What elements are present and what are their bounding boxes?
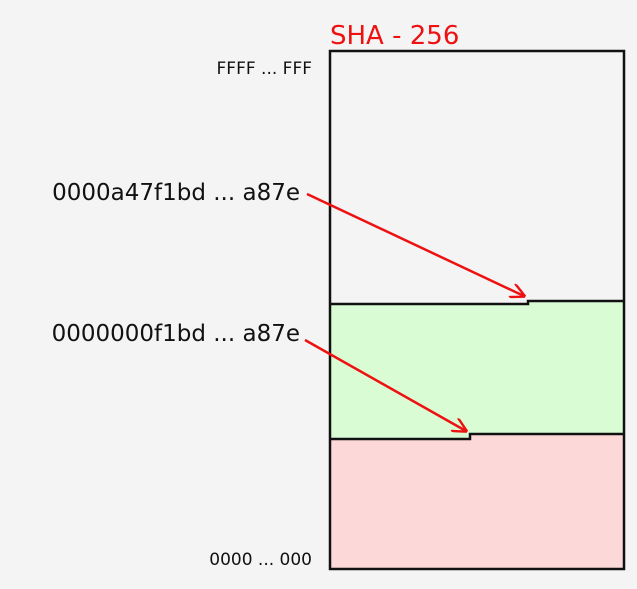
- hash-space-box: [328, 49, 626, 571]
- red-region: [330, 434, 624, 569]
- threshold-line-lower: [330, 432, 624, 441]
- min-hash-label: 0000 ... 000: [209, 550, 312, 570]
- max-hash-label: FFFF ... FFF: [217, 59, 312, 79]
- diagram-title: SHA - 256: [330, 21, 459, 51]
- hash-value-1: 0000a47f1bd ... a87e: [52, 180, 300, 206]
- threshold-line-upper: [330, 299, 624, 306]
- arrow-hash-2: [304, 338, 466, 431]
- green-region: [330, 301, 624, 439]
- hash-value-2: 0000000f1bd ... a87e: [52, 321, 300, 347]
- arrow-hash-1: [306, 192, 524, 296]
